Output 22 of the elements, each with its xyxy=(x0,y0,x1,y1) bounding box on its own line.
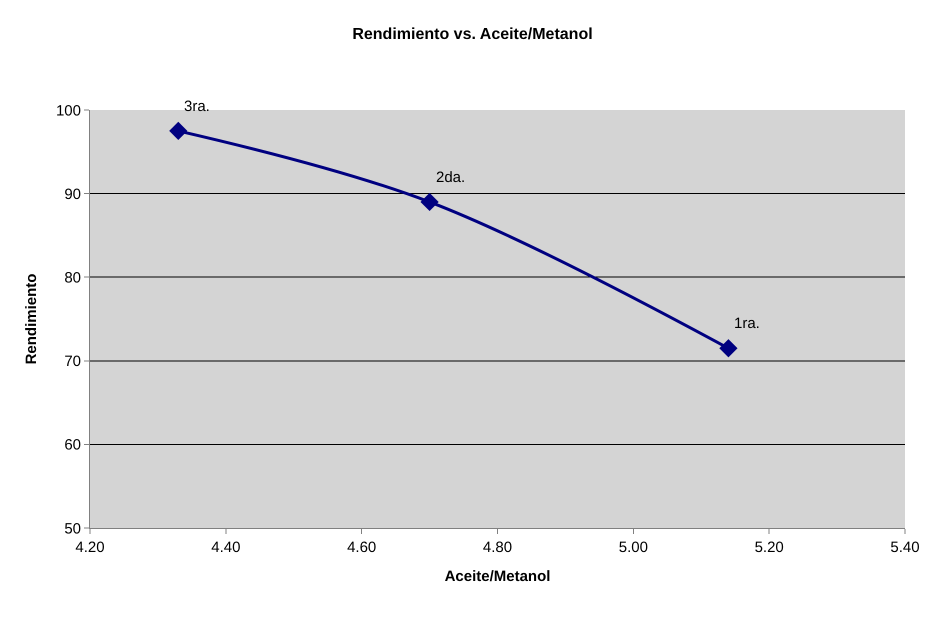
y-tick-label: 80 xyxy=(64,269,81,286)
x-tick-label: 5.20 xyxy=(754,539,784,556)
x-tick-label: 4.60 xyxy=(347,539,376,556)
x-tick-label: 4.80 xyxy=(482,539,512,556)
x-axis-title: Aceite/Metanol xyxy=(444,568,550,585)
y-tick-label: 100 xyxy=(56,102,81,120)
y-tick-label: 70 xyxy=(64,353,81,370)
x-tick-label: 5.00 xyxy=(618,539,648,556)
annotation: 1ra. xyxy=(734,315,760,332)
point xyxy=(719,339,738,358)
point xyxy=(420,192,439,212)
x-tick-label: 4.20 xyxy=(75,539,105,556)
annotation: 3ra. xyxy=(184,98,210,115)
y-tick-label: 90 xyxy=(64,186,81,203)
chart-title: Rendimiento vs. Aceite/Metanol xyxy=(352,26,593,44)
y-tick-label: 50 xyxy=(64,520,81,538)
y-tick-label: 60 xyxy=(64,436,81,454)
x-tick-label: 5.40 xyxy=(890,539,920,556)
annotation: 2da. xyxy=(436,169,466,186)
y-axis-title: Rendimiento xyxy=(23,274,40,364)
point xyxy=(169,122,188,140)
x-tick-label: 4.40 xyxy=(211,539,240,556)
